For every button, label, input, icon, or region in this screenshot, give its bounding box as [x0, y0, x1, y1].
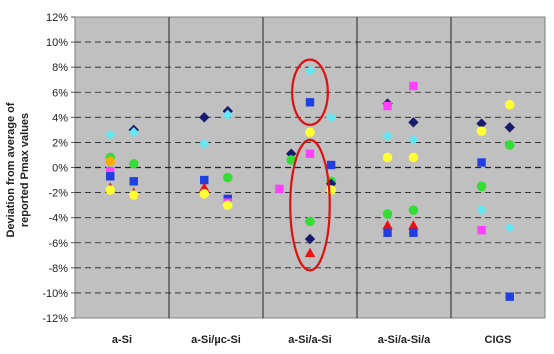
data-point-diamond	[222, 109, 233, 121]
data-point-circle	[305, 216, 315, 227]
y-tick-label: 2%	[52, 137, 68, 149]
y-tick-label: -2%	[48, 188, 68, 200]
y-tick-label: 8%	[52, 62, 68, 74]
y-tick-label: -8%	[48, 263, 68, 275]
data-point-diamond	[476, 118, 487, 129]
data-point-diamond	[382, 130, 393, 142]
data-point-square	[106, 167, 115, 176]
x-category-label: CIGS	[485, 334, 512, 346]
data-point-circle	[382, 152, 393, 163]
annotations	[289, 58, 331, 272]
data-point-triangle	[408, 219, 419, 230]
y-axis-title-line2: reported Pmax values	[19, 113, 31, 227]
data-point-square	[200, 175, 209, 185]
x-axis-categories: a-Si a-Si/µc-Si a-Si/a-Si a-Si/a-Si/a CIGS	[112, 334, 512, 346]
y-axis-title: Deviation from average of reported Pmax …	[5, 102, 31, 237]
data-point-square	[383, 228, 392, 237]
data-point-square	[106, 172, 115, 181]
data-point-diamond	[199, 138, 210, 149]
data-point-diamond	[105, 129, 116, 141]
data-point-diamond	[199, 112, 210, 123]
data-point-diamond	[304, 233, 316, 245]
data-point-circle	[408, 205, 419, 215]
y-tick-label: 4%	[52, 112, 68, 124]
data-point-diamond	[128, 127, 139, 138]
data-point-circle	[128, 158, 139, 169]
data-point-circle	[382, 209, 393, 219]
data-point-square	[477, 158, 486, 167]
highlight-ellipse	[289, 138, 331, 272]
data-point-circle	[305, 127, 315, 138]
y-tick-label: 6%	[52, 87, 68, 99]
data-point-triangle	[199, 182, 210, 192]
data-point-diamond	[504, 222, 515, 233]
data-point-diamond	[504, 122, 515, 133]
gridlines	[75, 41, 545, 294]
data-point-circle	[105, 156, 116, 167]
data-point-circle	[222, 200, 233, 210]
highlight-ellipse	[291, 58, 329, 126]
category-dividers	[168, 17, 452, 318]
data-point-triangle	[304, 247, 316, 257]
x-category-label: a-Si/a-Si/a	[378, 334, 431, 346]
data-point-square	[505, 292, 514, 301]
y-axis-ticks: -12% -10% -8% -6% -4% -2% 0% 2% 4% 6% 8% 10% 12%	[42, 12, 75, 325]
data-point-square	[305, 149, 315, 158]
y-tick-label: -10%	[42, 288, 68, 300]
x-category-label: a-Si/a-Si	[288, 334, 331, 346]
data-point-circle	[222, 172, 233, 183]
data-point-circle	[408, 152, 419, 163]
y-tick-label: -12%	[42, 313, 68, 325]
data-point-circle	[326, 185, 336, 195]
data-point-circle	[476, 126, 487, 136]
data-point-square	[409, 228, 418, 237]
x-category-label: a-Si/µc-Si	[191, 334, 241, 346]
data-points	[105, 65, 515, 301]
data-point-circle	[105, 185, 116, 195]
data-point-diamond	[408, 117, 419, 128]
data-point-square	[383, 101, 392, 111]
data-point-circle	[476, 181, 487, 192]
y-axis-title-line1: Deviation from average of	[5, 102, 17, 237]
data-point-square	[275, 184, 284, 194]
data-point-square	[326, 160, 336, 170]
data-point-square	[409, 81, 418, 91]
data-point-circle	[128, 190, 139, 200]
data-point-square	[129, 177, 138, 186]
y-tick-label: -4%	[48, 213, 68, 225]
y-tick-label: 0%	[52, 163, 68, 175]
data-point-square	[305, 98, 315, 107]
data-point-circle	[199, 189, 210, 199]
data-point-diamond	[408, 134, 419, 146]
data-point-square	[477, 226, 486, 235]
data-point-triangle	[382, 219, 393, 230]
data-point-diamond	[325, 112, 337, 123]
x-category-label: a-Si	[112, 334, 132, 346]
y-tick-label: 12%	[46, 12, 68, 24]
data-point-circle	[504, 140, 515, 150]
y-tick-label: 10%	[46, 37, 68, 49]
data-point-circle	[286, 155, 297, 165]
data-point-diamond	[476, 204, 487, 216]
y-tick-label: -6%	[48, 238, 68, 250]
data-point-diamond	[304, 65, 316, 77]
data-point-circle	[504, 99, 515, 110]
